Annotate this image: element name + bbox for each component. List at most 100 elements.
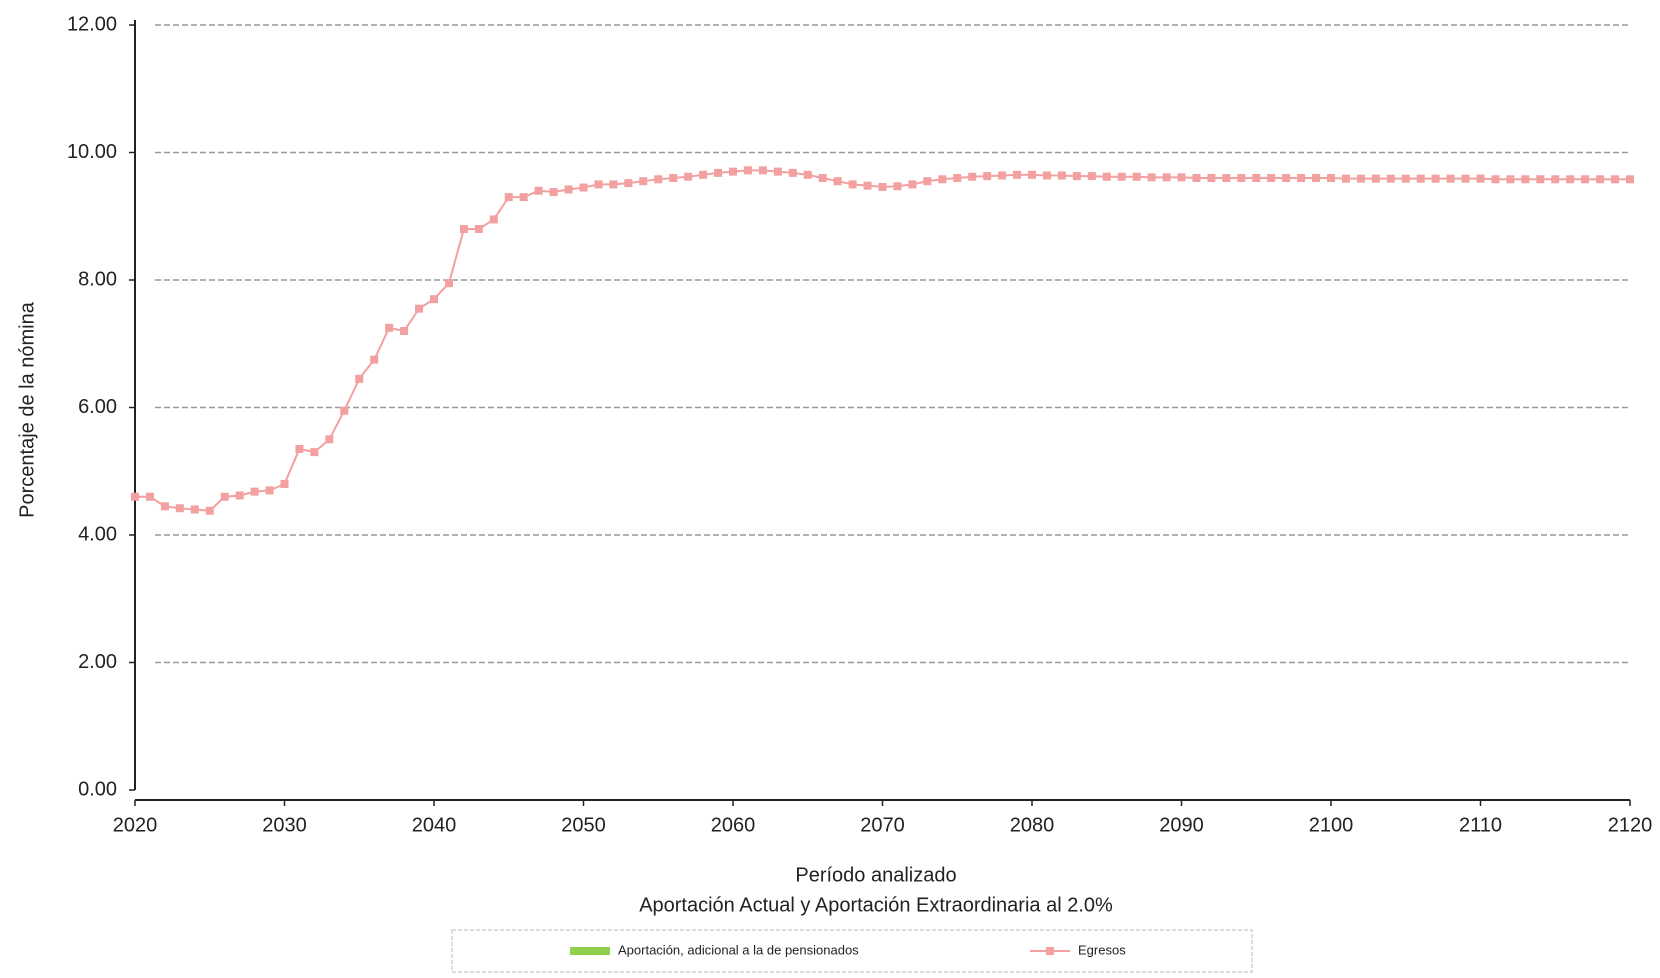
data-point <box>310 448 319 457</box>
data-point <box>803 170 812 179</box>
data-point <box>1267 174 1276 182</box>
data-point <box>1117 172 1126 181</box>
data-point <box>1476 174 1485 183</box>
data-point <box>1297 174 1306 182</box>
data-point <box>579 183 588 192</box>
data-point <box>1356 174 1365 183</box>
x-tick-label: 2040 <box>412 814 457 836</box>
data-point <box>1371 174 1380 183</box>
y-tick-label: 8.00 <box>78 268 117 290</box>
data-point <box>1028 170 1036 179</box>
data-point <box>1312 174 1321 182</box>
data-point <box>1566 175 1575 184</box>
data-point <box>1446 174 1455 183</box>
legend: Aportación, adicional a la de pensionado… <box>570 942 1126 957</box>
data-point <box>923 177 932 186</box>
data-point <box>1521 175 1530 184</box>
y-tick-label: 10.00 <box>67 141 117 163</box>
data-point <box>1252 174 1261 182</box>
data-point <box>1626 175 1634 184</box>
y-tick-label: 12.00 <box>67 13 117 35</box>
x-tick-label: 2050 <box>561 814 606 836</box>
data-point <box>474 225 483 233</box>
data-point <box>1327 174 1335 182</box>
data-point <box>145 492 154 501</box>
data-point <box>1177 173 1186 182</box>
data-point <box>131 492 139 501</box>
data-point <box>788 168 797 177</box>
x-tick-label: 2120 <box>1608 814 1653 836</box>
legend-swatch <box>570 947 610 955</box>
data-point <box>175 504 184 513</box>
data-point <box>938 175 947 184</box>
legend-swatch-marker <box>1046 947 1054 955</box>
data-point <box>504 193 513 202</box>
data-point <box>684 172 693 181</box>
data-point <box>669 174 678 182</box>
data-point <box>1132 172 1141 181</box>
data-point <box>489 215 498 224</box>
y-axis-title: Porcentaje de la nómina <box>16 301 38 518</box>
data-point <box>1491 175 1500 184</box>
data-point <box>295 444 304 453</box>
data-point <box>729 167 737 176</box>
data-point <box>235 491 244 500</box>
data-point <box>998 171 1007 180</box>
data-point <box>340 406 349 415</box>
data-point <box>534 186 543 195</box>
data-point <box>415 304 424 313</box>
y-tick-label: 4.00 <box>78 523 117 545</box>
x-tick-label: 2020 <box>113 814 158 836</box>
y-tick-label: 6.00 <box>78 396 117 418</box>
data-point <box>1147 173 1156 182</box>
data-point <box>743 166 752 175</box>
data-point <box>699 170 708 179</box>
data-point <box>893 182 902 191</box>
data-point <box>908 180 917 189</box>
x-tick-label: 2100 <box>1309 814 1354 836</box>
data-point <box>160 502 169 511</box>
data-point <box>594 180 603 189</box>
data-point <box>430 295 438 304</box>
data-point <box>205 506 214 515</box>
data-point <box>1282 174 1291 182</box>
data-point <box>833 177 842 186</box>
data-point <box>250 487 259 496</box>
data-point <box>1431 174 1440 183</box>
data-point <box>1013 170 1022 179</box>
x-tick-label: 2090 <box>1159 814 1204 836</box>
data-point <box>1536 175 1545 184</box>
y-tick-label: 2.00 <box>78 651 117 673</box>
x-axis-title: Período analizado <box>795 864 956 886</box>
data-point <box>220 492 229 501</box>
data-point <box>1057 171 1066 180</box>
x-tick-label: 2110 <box>1459 814 1502 836</box>
data-point <box>983 172 992 181</box>
x-tick-label: 2080 <box>1010 814 1055 836</box>
data-point <box>265 486 274 495</box>
data-point <box>549 188 558 197</box>
data-point <box>519 193 528 202</box>
data-point <box>1386 174 1395 183</box>
chart-title: Aportación Actual y Aportación Extraordi… <box>639 894 1113 916</box>
data-point <box>1461 174 1470 183</box>
data-point <box>370 355 379 364</box>
data-point <box>459 225 468 233</box>
data-point <box>714 168 723 177</box>
data-point <box>1237 174 1246 182</box>
data-point <box>773 167 782 176</box>
data-point <box>1222 174 1231 182</box>
data-point <box>400 327 409 335</box>
data-point <box>1042 171 1051 180</box>
data-point <box>1341 174 1350 183</box>
data-point <box>385 323 394 332</box>
x-tick-label: 2030 <box>262 814 307 836</box>
data-point <box>190 505 199 514</box>
data-point <box>355 374 364 383</box>
data-point <box>654 175 663 184</box>
data-point <box>564 185 573 194</box>
x-tick-label: 2060 <box>711 814 756 836</box>
data-point <box>1506 175 1515 184</box>
data-point <box>848 180 857 189</box>
